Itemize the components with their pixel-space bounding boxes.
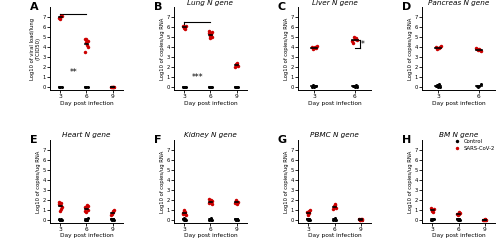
Legend: Control, SARS-CoV-2: Control, SARS-CoV-2 [452, 139, 496, 151]
Text: H: H [402, 135, 411, 145]
Text: E: E [30, 135, 37, 145]
Text: ***: *** [192, 73, 203, 82]
X-axis label: Day post infection: Day post infection [184, 101, 238, 106]
X-axis label: Day post infection: Day post infection [308, 101, 362, 106]
Text: A: A [30, 2, 38, 12]
Text: *: * [360, 40, 364, 49]
Title: Lung N gene: Lung N gene [188, 0, 234, 6]
X-axis label: Day post infection: Day post infection [432, 233, 486, 239]
Text: **: ** [70, 68, 78, 77]
X-axis label: Day post infection: Day post infection [60, 233, 114, 239]
Y-axis label: Log10 of copies/ug RNA: Log10 of copies/ug RNA [284, 18, 288, 80]
Y-axis label: Log10 of copies/ug RNA: Log10 of copies/ug RNA [36, 151, 41, 213]
X-axis label: Day post infection: Day post infection [308, 233, 362, 239]
X-axis label: Day post infection: Day post infection [60, 101, 114, 106]
Y-axis label: Log10 of copies/ug RNA: Log10 of copies/ug RNA [408, 151, 412, 213]
X-axis label: Day post infection: Day post infection [184, 233, 238, 239]
Text: G: G [278, 135, 286, 145]
X-axis label: Day post infection: Day post infection [432, 101, 486, 106]
Title: Pancreas N gene: Pancreas N gene [428, 0, 489, 6]
Y-axis label: Log10 of viral load/lung
(TCID50): Log10 of viral load/lung (TCID50) [30, 18, 40, 80]
Title: Liver N gene: Liver N gene [312, 0, 358, 6]
Text: D: D [402, 2, 411, 12]
Y-axis label: Log10 of copies/ug RNA: Log10 of copies/ug RNA [284, 151, 288, 213]
Title: PBMC N gene: PBMC N gene [310, 132, 359, 138]
Y-axis label: Log10 of copies/ug RNA: Log10 of copies/ug RNA [160, 18, 164, 80]
Text: C: C [278, 2, 285, 12]
Y-axis label: Log10 of copies/ug RNA: Log10 of copies/ug RNA [408, 18, 412, 80]
Y-axis label: Log10 of copies/ug RNA: Log10 of copies/ug RNA [160, 151, 164, 213]
Title: Kidney N gene: Kidney N gene [184, 132, 237, 138]
Text: B: B [154, 2, 162, 12]
Title: Heart N gene: Heart N gene [62, 132, 110, 138]
Text: F: F [154, 135, 161, 145]
Title: BM N gene: BM N gene [439, 132, 478, 138]
